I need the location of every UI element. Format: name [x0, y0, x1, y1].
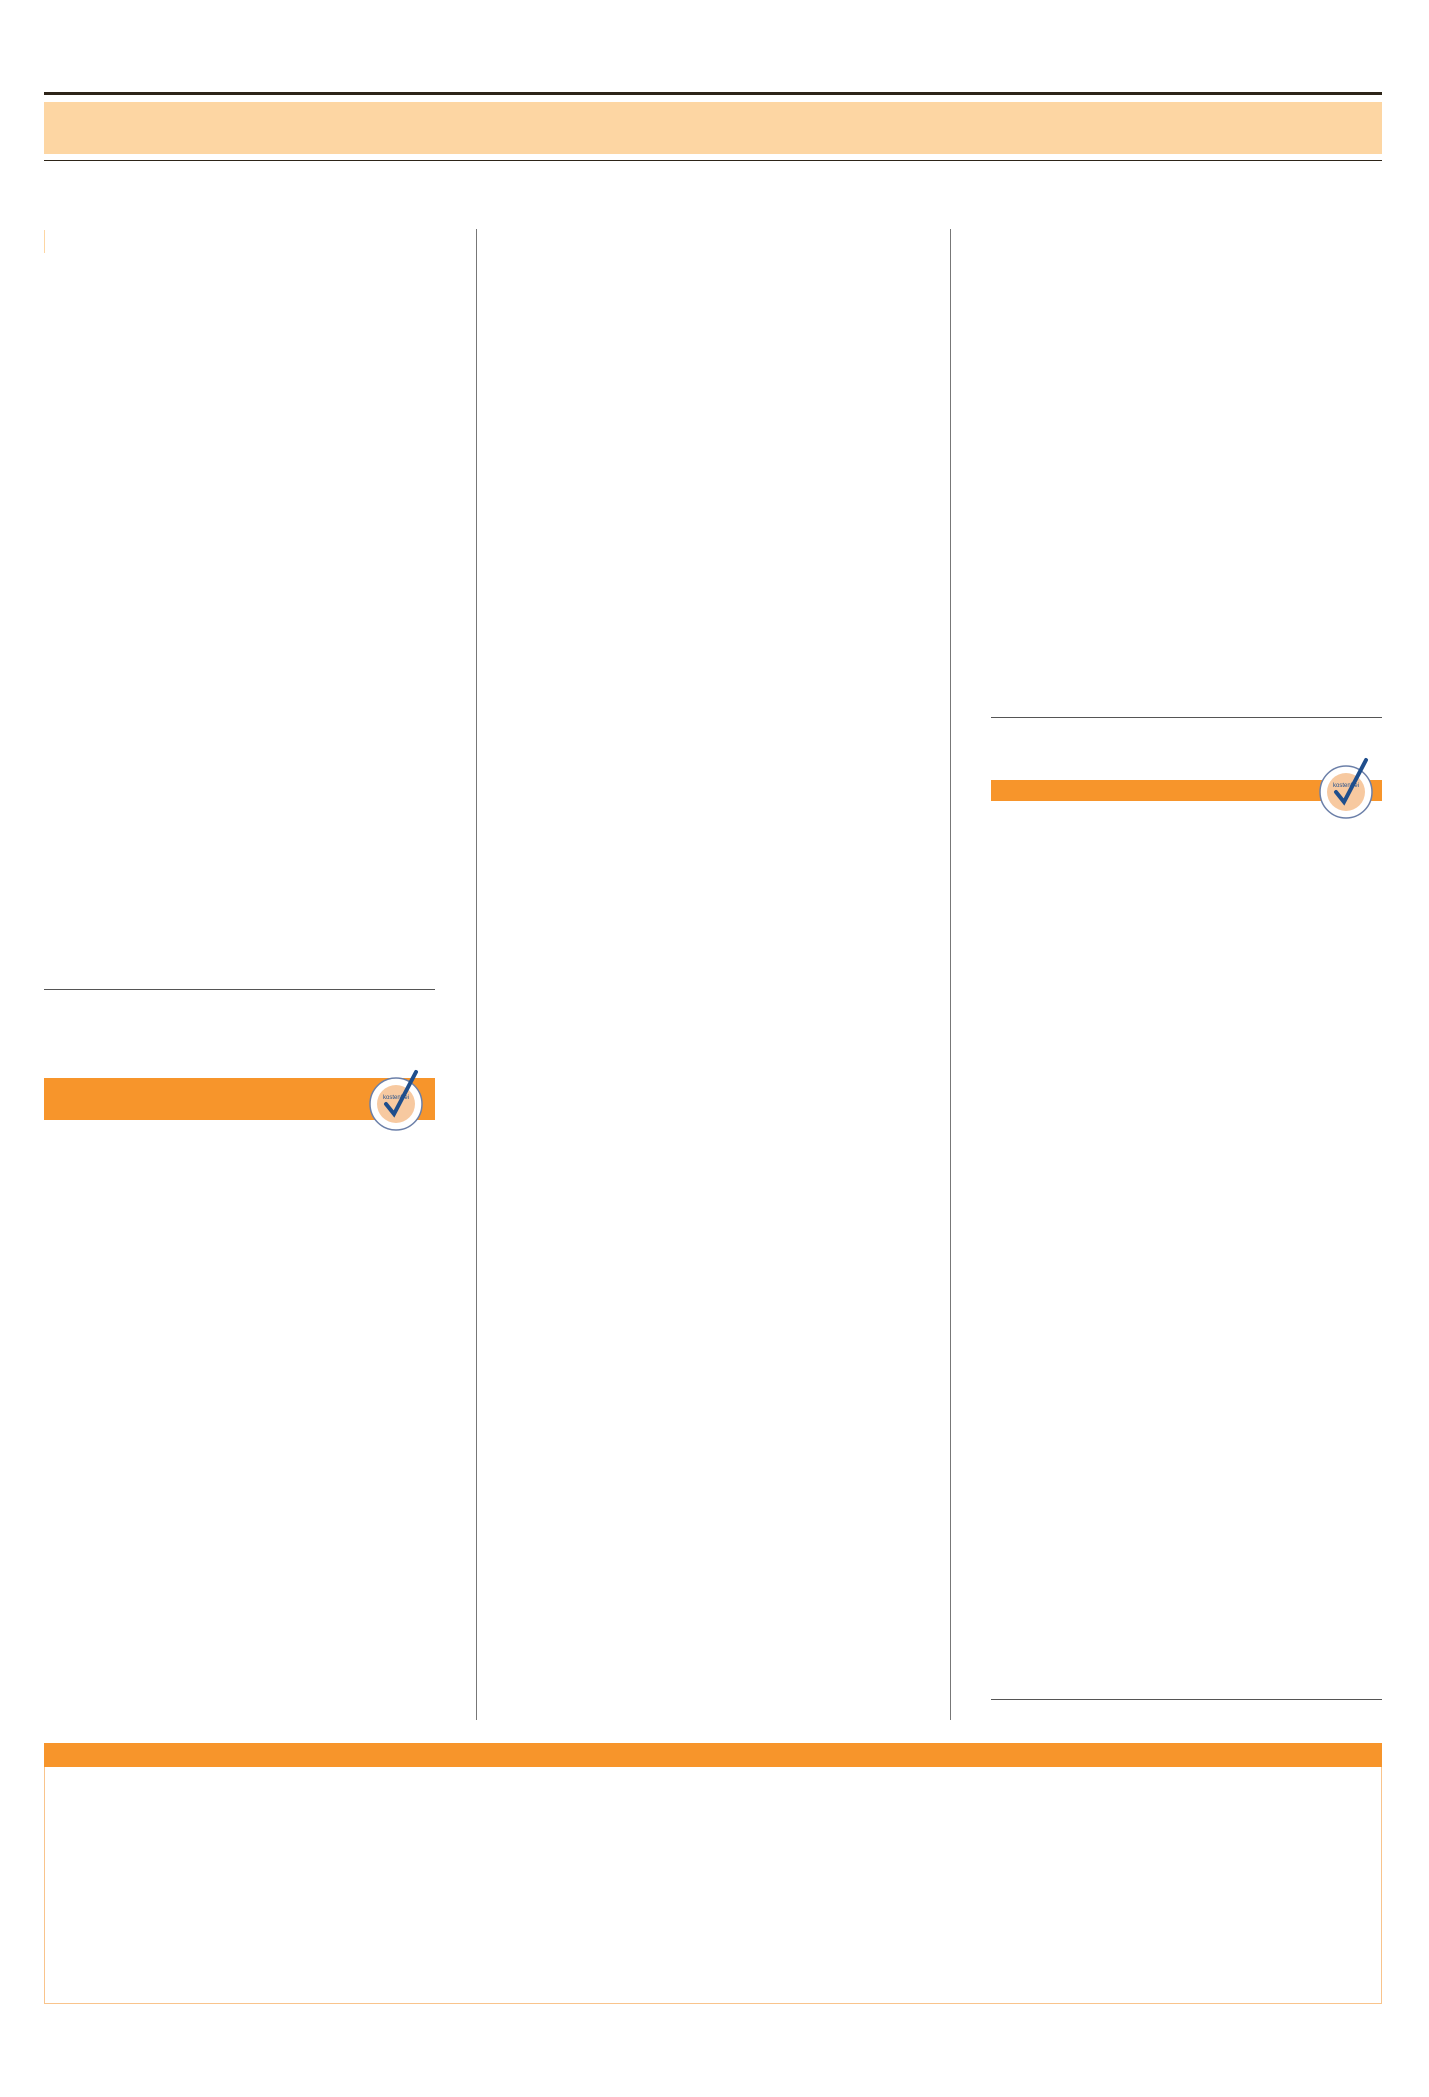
header-band [44, 102, 1382, 154]
badge-text: kostenfrei [383, 1095, 409, 1101]
kostenfrei-seal-icon: kostenfrei [1316, 756, 1380, 820]
right-section-rule [991, 717, 1382, 718]
left-section-rule [44, 989, 435, 990]
right-column-bottom-rule [991, 1699, 1382, 1700]
header-top-rule [44, 92, 1382, 95]
footer-box [44, 1743, 1382, 2004]
column-divider-2 [950, 229, 951, 1720]
column-divider-1 [476, 229, 477, 1720]
badge-text: kostenfrei [1333, 783, 1359, 789]
header-bottom-rule [44, 160, 1382, 161]
kostenfrei-seal-icon: kostenfrei [366, 1068, 430, 1132]
right-section-heading-bar [991, 780, 1382, 801]
footer-box-heading-bar [44, 1743, 1382, 1767]
column-marker [44, 230, 45, 253]
